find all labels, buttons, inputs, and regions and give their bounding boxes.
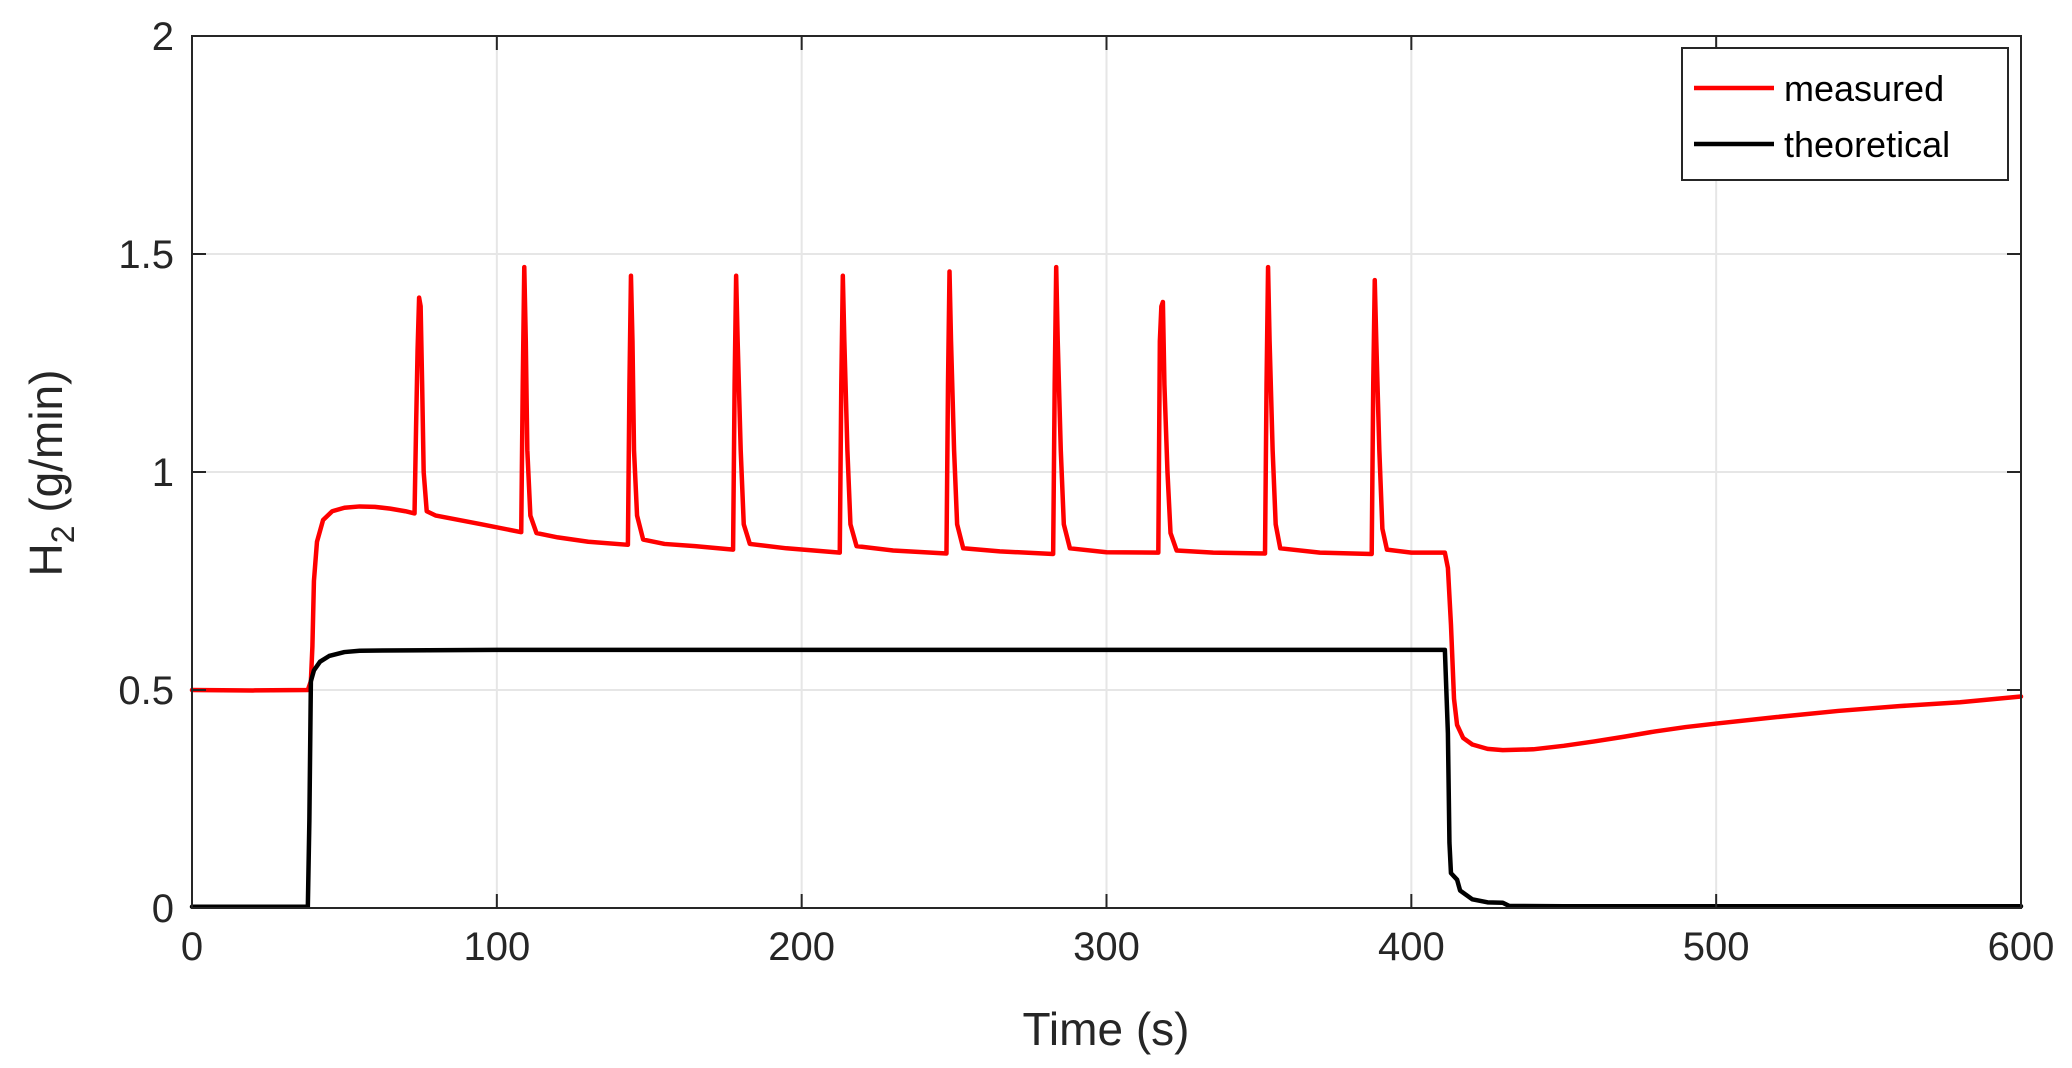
x-tick-label: 0 <box>181 925 203 969</box>
legend-label-measured: measured <box>1784 68 1944 109</box>
y-tick-label: 0 <box>152 887 174 931</box>
y-axis-title-main: H <box>20 543 72 576</box>
x-tick-label: 100 <box>463 925 530 969</box>
axis-ticks: 0 100 200 300 400 500 600 0 0.5 1 1.5 2 <box>118 15 2054 969</box>
y-axis-title: H2 (g/min) <box>20 370 81 577</box>
x-tick-label: 200 <box>768 925 835 969</box>
y-tick-label: 1 <box>152 451 174 495</box>
y-axis-title-unit: (g/min) <box>20 370 72 526</box>
y-tick-label: 1.5 <box>118 233 174 277</box>
series-line-measured <box>189 264 2024 753</box>
series-line-theoretical <box>189 647 2024 909</box>
data-series <box>189 264 2024 909</box>
x-tick-label: 500 <box>1683 925 1750 969</box>
legend-box <box>1681 47 2009 181</box>
svg-text:H2 (g/min): H2 (g/min) <box>20 370 81 577</box>
x-axis-title: Time (s) <box>1023 1003 1190 1055</box>
legend: measured theoretical <box>1681 47 2009 181</box>
x-tick-label: 300 <box>1073 925 1140 969</box>
y-tick-label: 2 <box>152 15 174 59</box>
y-tick-label: 0.5 <box>118 669 174 713</box>
x-tick-label: 600 <box>1988 925 2055 969</box>
x-tick-label: 400 <box>1378 925 1445 969</box>
y-axis-title-subscript: 2 <box>45 525 81 543</box>
legend-label-theoretical: theoretical <box>1784 124 1950 165</box>
